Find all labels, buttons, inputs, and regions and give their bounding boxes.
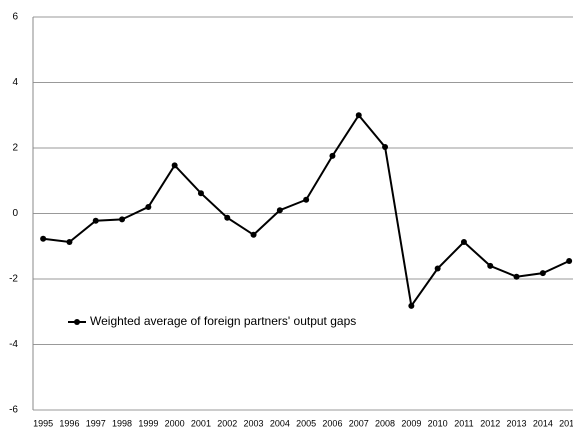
point bbox=[566, 257, 573, 264]
x-tick-label: 2004 bbox=[270, 418, 290, 428]
x-tick-label: 2011 bbox=[454, 418, 473, 428]
point bbox=[408, 302, 415, 309]
point bbox=[382, 144, 389, 151]
point bbox=[171, 162, 178, 169]
point bbox=[539, 270, 546, 277]
x-tick-label: 2012 bbox=[480, 418, 500, 428]
legend-label: Weighted average of foreign partners' ou… bbox=[90, 314, 356, 328]
x-tick-label: 1996 bbox=[59, 418, 79, 428]
point bbox=[197, 190, 204, 197]
point bbox=[145, 203, 152, 210]
point bbox=[355, 112, 362, 119]
x-tick-label: 2002 bbox=[217, 418, 237, 428]
x-tick-label: 2010 bbox=[428, 418, 448, 428]
point bbox=[460, 238, 467, 245]
y-tick-label: 2 bbox=[12, 143, 18, 154]
x-tick-label: 2009 bbox=[401, 418, 421, 428]
point bbox=[303, 196, 310, 203]
x-tick-label: 2006 bbox=[322, 418, 342, 428]
point bbox=[276, 207, 283, 214]
x-tick-label: 2001 bbox=[191, 418, 211, 428]
x-tick-label: 1997 bbox=[86, 418, 106, 428]
x-tick-label: 2003 bbox=[244, 418, 264, 428]
point bbox=[66, 238, 73, 245]
x-tick-label: 2007 bbox=[349, 418, 369, 428]
x-tick-label: 2015 bbox=[559, 418, 573, 428]
y-tick-label: -2 bbox=[9, 274, 18, 285]
point bbox=[119, 216, 126, 223]
point bbox=[40, 235, 47, 242]
legend-marker bbox=[74, 319, 80, 325]
y-tick-label: -4 bbox=[9, 339, 18, 350]
x-tick-label: 2014 bbox=[533, 418, 553, 428]
series-line bbox=[43, 113, 570, 309]
x-tick-label: 1995 bbox=[33, 418, 53, 428]
x-tick-label: 2013 bbox=[507, 418, 527, 428]
x-tick-label: 2005 bbox=[296, 418, 316, 428]
point bbox=[513, 273, 520, 280]
point bbox=[92, 217, 99, 224]
point bbox=[487, 262, 494, 269]
x-tick-label: 2008 bbox=[375, 418, 395, 428]
point bbox=[250, 231, 257, 238]
y-tick-label: 0 bbox=[12, 208, 18, 219]
point bbox=[434, 265, 441, 272]
y-tick-label: -6 bbox=[9, 405, 18, 416]
point bbox=[329, 152, 336, 159]
x-tick-label: 2000 bbox=[165, 418, 185, 428]
point bbox=[224, 214, 231, 221]
y-tick-label: 4 bbox=[12, 77, 18, 88]
x-tick-label: 1999 bbox=[138, 418, 158, 428]
x-tick-label: 1998 bbox=[112, 418, 132, 428]
y-tick-label: 6 bbox=[12, 12, 18, 23]
